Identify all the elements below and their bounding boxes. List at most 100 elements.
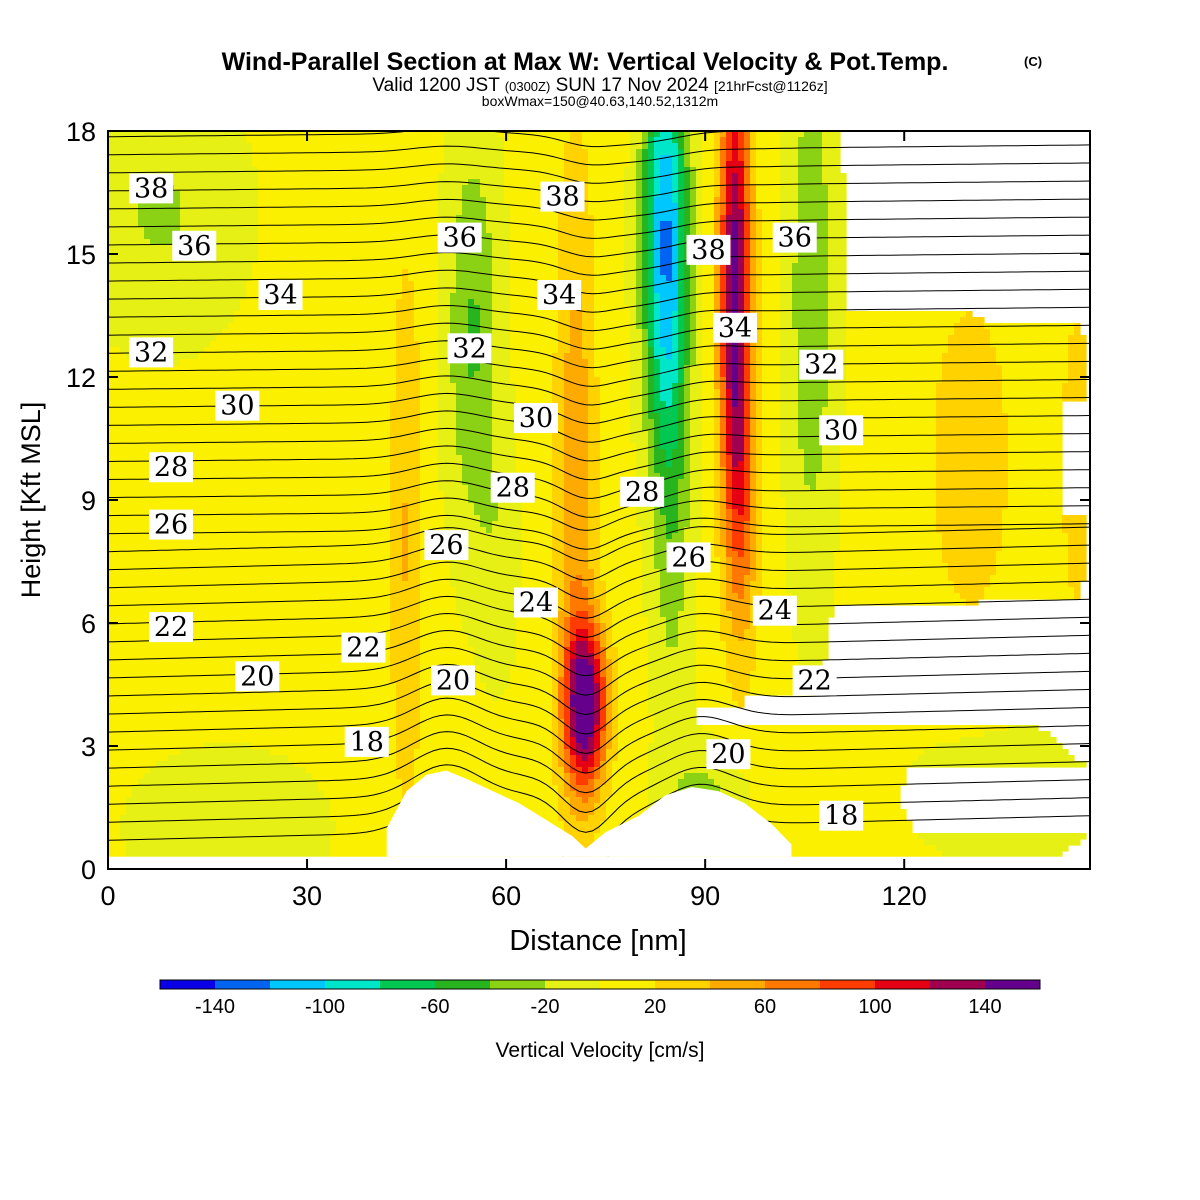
contour-label-box (344, 726, 389, 757)
velocity-cell (714, 287, 721, 294)
velocity-cell (108, 497, 391, 504)
velocity-cell (666, 401, 673, 408)
velocity-cell (702, 467, 715, 474)
velocity-cell (594, 683, 601, 690)
contour-label: 32 (447, 333, 492, 364)
velocity-cell (630, 143, 643, 150)
velocity-cell (762, 257, 781, 264)
velocity-cell (390, 515, 403, 522)
velocity-cell (108, 209, 139, 216)
velocity-cell (720, 461, 727, 468)
isentrope-line (108, 612, 1090, 658)
velocity-cell (672, 323, 679, 330)
velocity-cell (762, 275, 781, 282)
velocity-cell (744, 359, 751, 366)
velocity-cell (456, 443, 493, 450)
velocity-cell (744, 227, 751, 234)
velocity-cell (840, 425, 937, 432)
velocity-cell (618, 749, 649, 756)
velocity-cell (612, 665, 619, 672)
velocity-cell (588, 467, 601, 474)
velocity-cell (696, 617, 721, 624)
velocity-cell (750, 215, 757, 222)
velocity-cell (450, 323, 469, 330)
velocity-cell (108, 713, 397, 720)
velocity-cell (744, 593, 751, 600)
velocity-cell (696, 191, 703, 198)
velocity-cell (624, 227, 637, 234)
velocity-cell (738, 365, 745, 372)
velocity-cell (936, 383, 1003, 390)
velocity-cell (654, 395, 661, 402)
velocity-cell (444, 497, 469, 504)
velocity-cell (996, 347, 1069, 354)
velocity-cell (744, 635, 757, 642)
velocity-cell (594, 281, 625, 288)
velocity-cell (714, 263, 721, 270)
velocity-cell (702, 269, 715, 276)
velocity-cell (840, 449, 937, 456)
velocity-cell (252, 161, 445, 168)
isentrope-line (108, 526, 1090, 562)
velocity-cell (738, 347, 745, 354)
velocity-cell (642, 365, 649, 372)
velocity-cell (252, 155, 445, 162)
velocity-cell (138, 779, 319, 786)
velocity-cell (108, 551, 391, 558)
velocity-cell (642, 197, 649, 204)
velocity-cell (702, 377, 715, 384)
velocity-cell (756, 431, 763, 438)
velocity-cell (552, 599, 565, 606)
velocity-cell (756, 185, 781, 192)
velocity-cell (570, 611, 577, 618)
velocity-cell (444, 131, 499, 138)
velocity-cell (138, 209, 181, 216)
velocity-cell (744, 167, 751, 174)
velocity-cell (990, 335, 1069, 342)
velocity-cell (714, 167, 721, 174)
velocity-cell (732, 377, 739, 384)
velocity-cell (756, 539, 763, 546)
velocity-cell (690, 155, 703, 162)
velocity-cell (570, 137, 583, 144)
velocity-cell (702, 305, 715, 312)
velocity-cell (648, 335, 655, 342)
velocity-cell (588, 515, 601, 522)
velocity-cell (918, 755, 1075, 762)
velocity-cell (438, 269, 457, 276)
velocity-cell (636, 257, 643, 264)
contour-label-box (341, 632, 386, 663)
velocity-cell (594, 317, 631, 324)
velocity-cell (468, 485, 493, 492)
velocity-cell (642, 599, 661, 606)
velocity-cell (660, 593, 685, 600)
velocity-cell (480, 179, 505, 186)
velocity-cell (936, 491, 1009, 498)
velocity-cell (396, 707, 421, 714)
velocity-cell (414, 281, 439, 288)
velocity-cell (606, 725, 613, 732)
velocity-cell (690, 197, 697, 204)
velocity-cell (696, 653, 727, 660)
velocity-cell (678, 377, 685, 384)
velocity-cell (798, 161, 823, 168)
velocity-cell (762, 449, 781, 456)
velocity-cell (594, 629, 601, 636)
velocity-cell (552, 665, 559, 672)
velocity-cell (648, 233, 655, 240)
velocity-cell (516, 641, 553, 648)
contour-label-box (424, 530, 469, 561)
velocity-cell (108, 437, 391, 444)
velocity-cell (462, 209, 487, 216)
velocity-cell (552, 359, 565, 366)
velocity-cell (660, 179, 673, 186)
velocity-cell (420, 569, 451, 576)
velocity-cell (600, 401, 631, 408)
velocity-cell (564, 653, 571, 660)
velocity-cell (1062, 395, 1087, 402)
velocity-cell (744, 581, 751, 588)
velocity-cell (696, 329, 703, 336)
velocity-cell (714, 473, 721, 480)
velocity-cell (660, 251, 673, 258)
velocity-cell (552, 431, 565, 438)
